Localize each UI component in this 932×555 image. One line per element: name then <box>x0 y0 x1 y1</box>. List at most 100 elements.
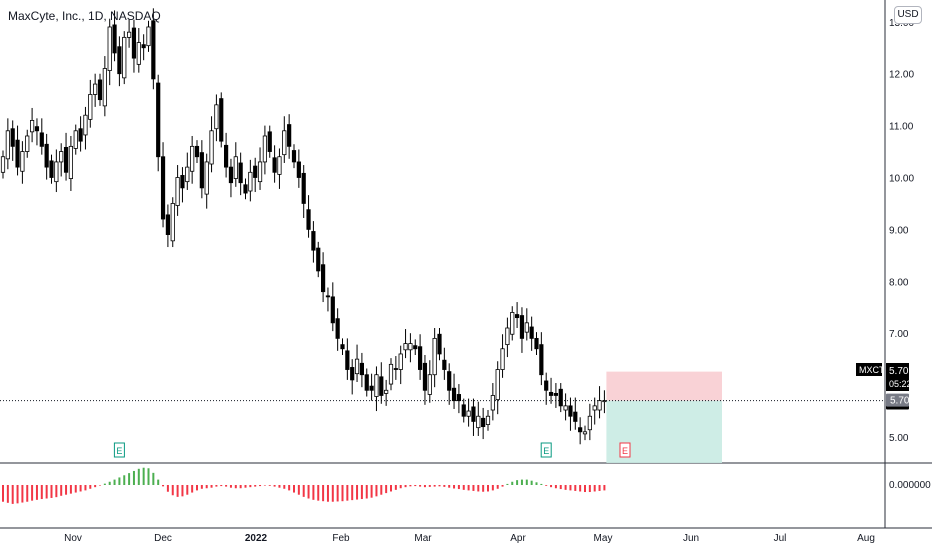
earnings-marker-label: E <box>543 446 549 456</box>
candle <box>380 377 383 396</box>
candle <box>16 140 19 167</box>
candle <box>239 163 242 183</box>
candle <box>229 167 232 183</box>
candle <box>55 162 58 182</box>
x-tick-label: Feb <box>332 533 350 544</box>
currency-button[interactable]: USD <box>894 6 922 24</box>
y-tick-label: 9.00 <box>889 225 909 236</box>
candle <box>137 43 140 65</box>
candle <box>331 297 334 323</box>
candle <box>220 99 223 142</box>
candle <box>152 21 155 79</box>
candle <box>375 375 378 397</box>
candle <box>292 151 295 162</box>
candle <box>30 120 33 131</box>
last-price-label: 5.70 <box>889 366 909 377</box>
x-tick-label: Jul <box>774 533 787 544</box>
candle <box>317 248 320 271</box>
candle <box>11 129 14 147</box>
symbol-title: MaxCyte, Inc., 1D, NASDAQ <box>8 9 161 23</box>
candle <box>457 394 460 400</box>
candle <box>559 389 562 406</box>
candle <box>389 364 392 384</box>
candle <box>501 349 504 370</box>
candle <box>249 172 252 191</box>
candle <box>26 136 29 152</box>
candle <box>190 146 193 171</box>
candle <box>409 344 412 350</box>
candle <box>113 25 116 53</box>
candle <box>540 345 543 375</box>
oscillator-axis-label: 0.000000 <box>889 480 931 491</box>
candle <box>215 105 218 129</box>
candle <box>278 157 281 175</box>
candle <box>84 115 87 135</box>
candle <box>418 347 421 370</box>
candle <box>564 406 567 410</box>
candle <box>530 327 533 338</box>
candle <box>200 153 203 188</box>
candle <box>157 83 160 157</box>
x-tick-label: Apr <box>510 533 526 544</box>
candle <box>467 411 470 416</box>
candle <box>89 94 92 119</box>
candle <box>142 45 145 48</box>
candle <box>123 37 126 77</box>
candle <box>181 175 184 187</box>
candle <box>583 432 586 434</box>
candle <box>414 346 417 349</box>
future-earnings-marker-label: E <box>622 446 628 456</box>
candle <box>234 157 237 179</box>
candle <box>127 32 130 37</box>
candle <box>394 368 397 369</box>
candle <box>438 334 441 354</box>
candle <box>404 344 407 350</box>
candle <box>360 363 363 374</box>
candle <box>6 131 9 159</box>
candle <box>103 69 106 106</box>
candle <box>452 388 455 400</box>
candle <box>118 47 121 74</box>
candle <box>326 296 329 297</box>
x-tick-label: Nov <box>64 533 82 544</box>
candle <box>511 312 514 334</box>
candle <box>462 405 465 416</box>
candle <box>254 166 257 177</box>
candle <box>486 416 489 424</box>
candle <box>481 418 484 426</box>
candle <box>593 406 596 410</box>
candle <box>491 395 494 410</box>
candle <box>525 323 528 332</box>
x-tick-label: Dec <box>154 533 172 544</box>
candle <box>472 407 475 422</box>
candle <box>244 185 247 193</box>
candle <box>515 315 518 318</box>
candle <box>312 231 315 250</box>
candle <box>108 27 111 71</box>
candle <box>336 319 339 339</box>
y-tick-label: 12.00 <box>889 70 914 81</box>
candle <box>79 129 82 141</box>
stop-loss-zone[interactable] <box>606 372 722 401</box>
candle <box>321 265 324 292</box>
candle <box>64 147 67 172</box>
candle <box>74 131 77 149</box>
candle <box>578 428 581 432</box>
candle <box>186 167 189 182</box>
candle <box>50 161 53 178</box>
candle <box>171 203 174 240</box>
x-tick-label: Jun <box>683 533 699 544</box>
earnings-marker-label: E <box>116 446 122 456</box>
candle <box>69 146 72 178</box>
y-tick-label: 11.00 <box>889 122 914 133</box>
candle <box>443 360 446 369</box>
candle <box>268 132 271 152</box>
candle <box>428 375 431 395</box>
candle <box>273 158 276 173</box>
candle <box>263 136 266 162</box>
candle <box>365 375 368 391</box>
y-tick-label: 5.00 <box>889 433 909 444</box>
candle <box>545 381 548 390</box>
